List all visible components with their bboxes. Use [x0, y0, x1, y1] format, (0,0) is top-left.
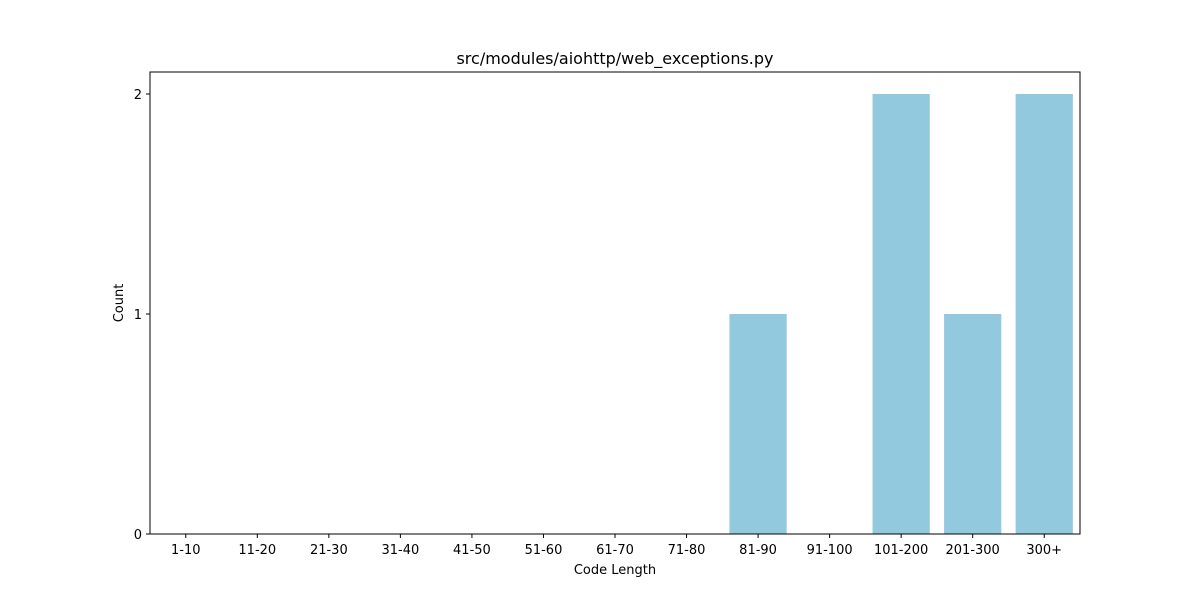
x-tick-label: 1-10	[171, 543, 201, 558]
bar	[872, 94, 930, 534]
x-tick-label: 11-20	[238, 543, 276, 558]
x-tick-label: 201-300	[946, 543, 1000, 558]
bar	[729, 314, 787, 534]
y-axis-label: Count	[112, 284, 127, 323]
bars-group	[729, 94, 1073, 534]
x-tick-label: 31-40	[381, 543, 419, 558]
x-tick-label: 41-50	[453, 543, 491, 558]
chart-title: src/modules/aiohttp/web_exceptions.py	[456, 49, 773, 69]
x-tick-label: 71-80	[668, 543, 706, 558]
x-tick-label: 21-30	[310, 543, 348, 558]
x-tick-label: 101-200	[874, 543, 928, 558]
x-axis-label: Code Length	[574, 563, 656, 578]
x-axis-ticks: 1-10 11-20 21-30 31-40 41-50 51-60 61-70 71-80 8…	[171, 534, 1062, 558]
y-tick-label: 0	[134, 528, 142, 543]
x-tick-label: 51-60	[525, 543, 563, 558]
x-tick-label: 300+	[1026, 543, 1062, 558]
bar	[1015, 94, 1073, 534]
x-tick-label: 91-100	[807, 543, 853, 558]
bar	[944, 314, 1002, 534]
x-tick-label: 81-90	[739, 543, 777, 558]
y-tick-label: 2	[134, 88, 142, 103]
x-tick-label: 61-70	[596, 543, 634, 558]
y-tick-label: 1	[134, 308, 142, 323]
y-axis-ticks: 0 1 2	[134, 88, 150, 543]
plot-frame	[149, 71, 1081, 535]
